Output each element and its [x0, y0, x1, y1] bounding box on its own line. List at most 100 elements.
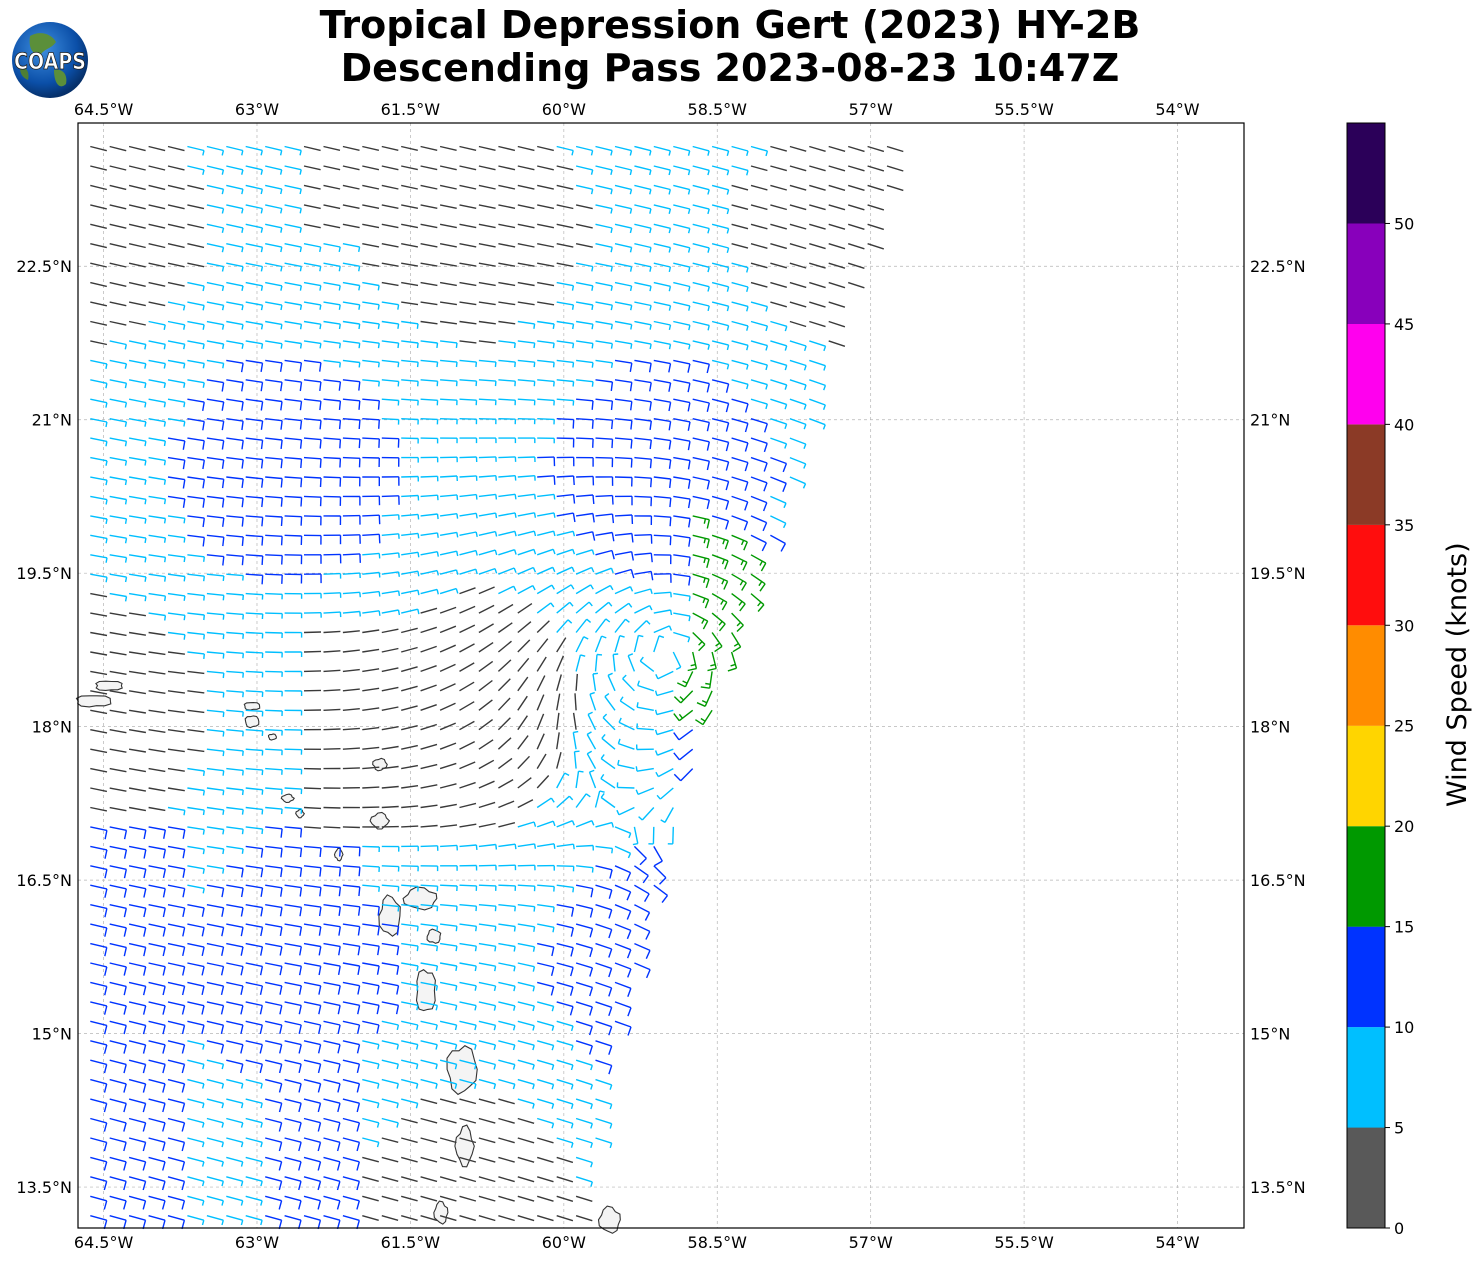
wind-barb	[537, 1001, 555, 1012]
wind-barb	[187, 767, 205, 776]
wind-barb	[128, 748, 147, 753]
wind-barb	[362, 243, 380, 248]
wind-barb	[420, 645, 437, 653]
wind-barb	[478, 437, 497, 444]
wind-barb	[362, 1098, 380, 1109]
wind-barb	[128, 437, 147, 447]
wind-barb	[498, 549, 517, 556]
wind-barb	[614, 981, 632, 998]
wind-barb	[187, 884, 205, 894]
wind-barb	[303, 981, 322, 995]
wind-barb	[303, 650, 322, 653]
wind-barb	[109, 456, 128, 466]
wind-barb	[401, 379, 419, 387]
wind-barb	[303, 1098, 322, 1113]
title-line-1: Tropical Depression Gert (2023) HY-2B	[319, 3, 1141, 47]
wind-barb	[478, 801, 496, 809]
wind-barb	[303, 262, 322, 272]
wind-barb	[420, 204, 438, 209]
wind-barb	[381, 884, 400, 892]
wind-barb	[284, 495, 303, 507]
wind-barb	[226, 690, 244, 698]
wind-barb	[362, 1137, 380, 1148]
wind-barb	[128, 981, 147, 996]
wind-barb	[167, 359, 186, 369]
wind-barb	[167, 592, 186, 601]
wind-barb	[381, 1078, 399, 1089]
wind-barb	[420, 418, 439, 425]
wind-barb	[537, 223, 555, 229]
wind-barb	[594, 790, 605, 808]
wind-barb	[789, 243, 807, 250]
wind-barb	[634, 923, 651, 940]
wind-barb	[420, 665, 437, 673]
wind-barb	[498, 942, 516, 952]
wind-barb	[556, 865, 575, 872]
wind-barb	[614, 1020, 632, 1036]
wind-barb	[459, 1001, 477, 1011]
wind-barb	[90, 651, 108, 656]
wind-barb	[517, 676, 529, 692]
wind-barb	[226, 1195, 244, 1206]
lon-tick-label-bottom: 60°W	[542, 1233, 586, 1252]
wind-barb	[478, 1215, 496, 1222]
wind-barb	[148, 1156, 166, 1171]
wind-barb	[497, 678, 511, 692]
wind-barb	[148, 437, 166, 447]
wind-barb	[90, 1215, 108, 1230]
wind-barb	[750, 437, 768, 453]
wind-barb	[362, 145, 380, 151]
wind-barb	[420, 301, 438, 306]
wind-barb	[342, 1059, 361, 1074]
wind-barb	[575, 184, 594, 195]
wind-barb	[498, 418, 517, 425]
wind-barb	[498, 884, 517, 891]
wind-barb	[128, 573, 147, 582]
wind-barb	[245, 1001, 263, 1015]
wind-barb	[478, 642, 494, 653]
wind-barb	[576, 359, 594, 368]
wind-barb	[556, 145, 574, 156]
wind-barb	[556, 619, 573, 633]
wind-barb	[284, 826, 303, 838]
wind-barb	[498, 843, 517, 850]
wind-barb	[575, 1098, 593, 1110]
wind-barb	[381, 805, 399, 809]
wind-barb	[556, 320, 575, 330]
wind-barb	[459, 1059, 477, 1070]
lon-tick-label-bottom: 64.5°W	[74, 1233, 134, 1252]
wind-barb	[362, 165, 380, 171]
wind-barb	[109, 748, 127, 753]
wind-barb	[128, 612, 147, 617]
wind-barb	[90, 962, 108, 976]
wind-barb	[148, 398, 166, 408]
wind-barb	[459, 884, 478, 891]
wind-barb	[323, 942, 341, 956]
wind-barb	[381, 745, 399, 750]
wind-barb	[673, 534, 691, 547]
wind-barb	[226, 165, 244, 175]
wind-barb	[401, 513, 420, 520]
wind-barb	[148, 1195, 166, 1210]
wind-barb	[381, 552, 400, 558]
wind-barb	[420, 184, 438, 190]
wind-barb	[109, 1078, 127, 1093]
wind-barb	[323, 145, 341, 151]
wind-barb	[401, 1059, 419, 1070]
wind-barb	[673, 709, 694, 722]
wind-barb	[148, 223, 166, 229]
wind-barb	[342, 1078, 361, 1093]
wind-barb	[265, 301, 283, 311]
wind-barb	[731, 340, 749, 351]
wind-barb	[711, 456, 730, 471]
wind-barb	[187, 398, 205, 412]
wind-barb	[90, 1078, 108, 1093]
wind-barb	[556, 204, 574, 210]
wind-barb	[498, 1040, 516, 1051]
wind-barb	[614, 379, 633, 392]
wind-barb	[575, 820, 595, 828]
wind-barb	[517, 735, 529, 750]
wind-barb	[128, 942, 147, 957]
wind-barb	[323, 1001, 341, 1015]
island-shape	[333, 847, 344, 862]
